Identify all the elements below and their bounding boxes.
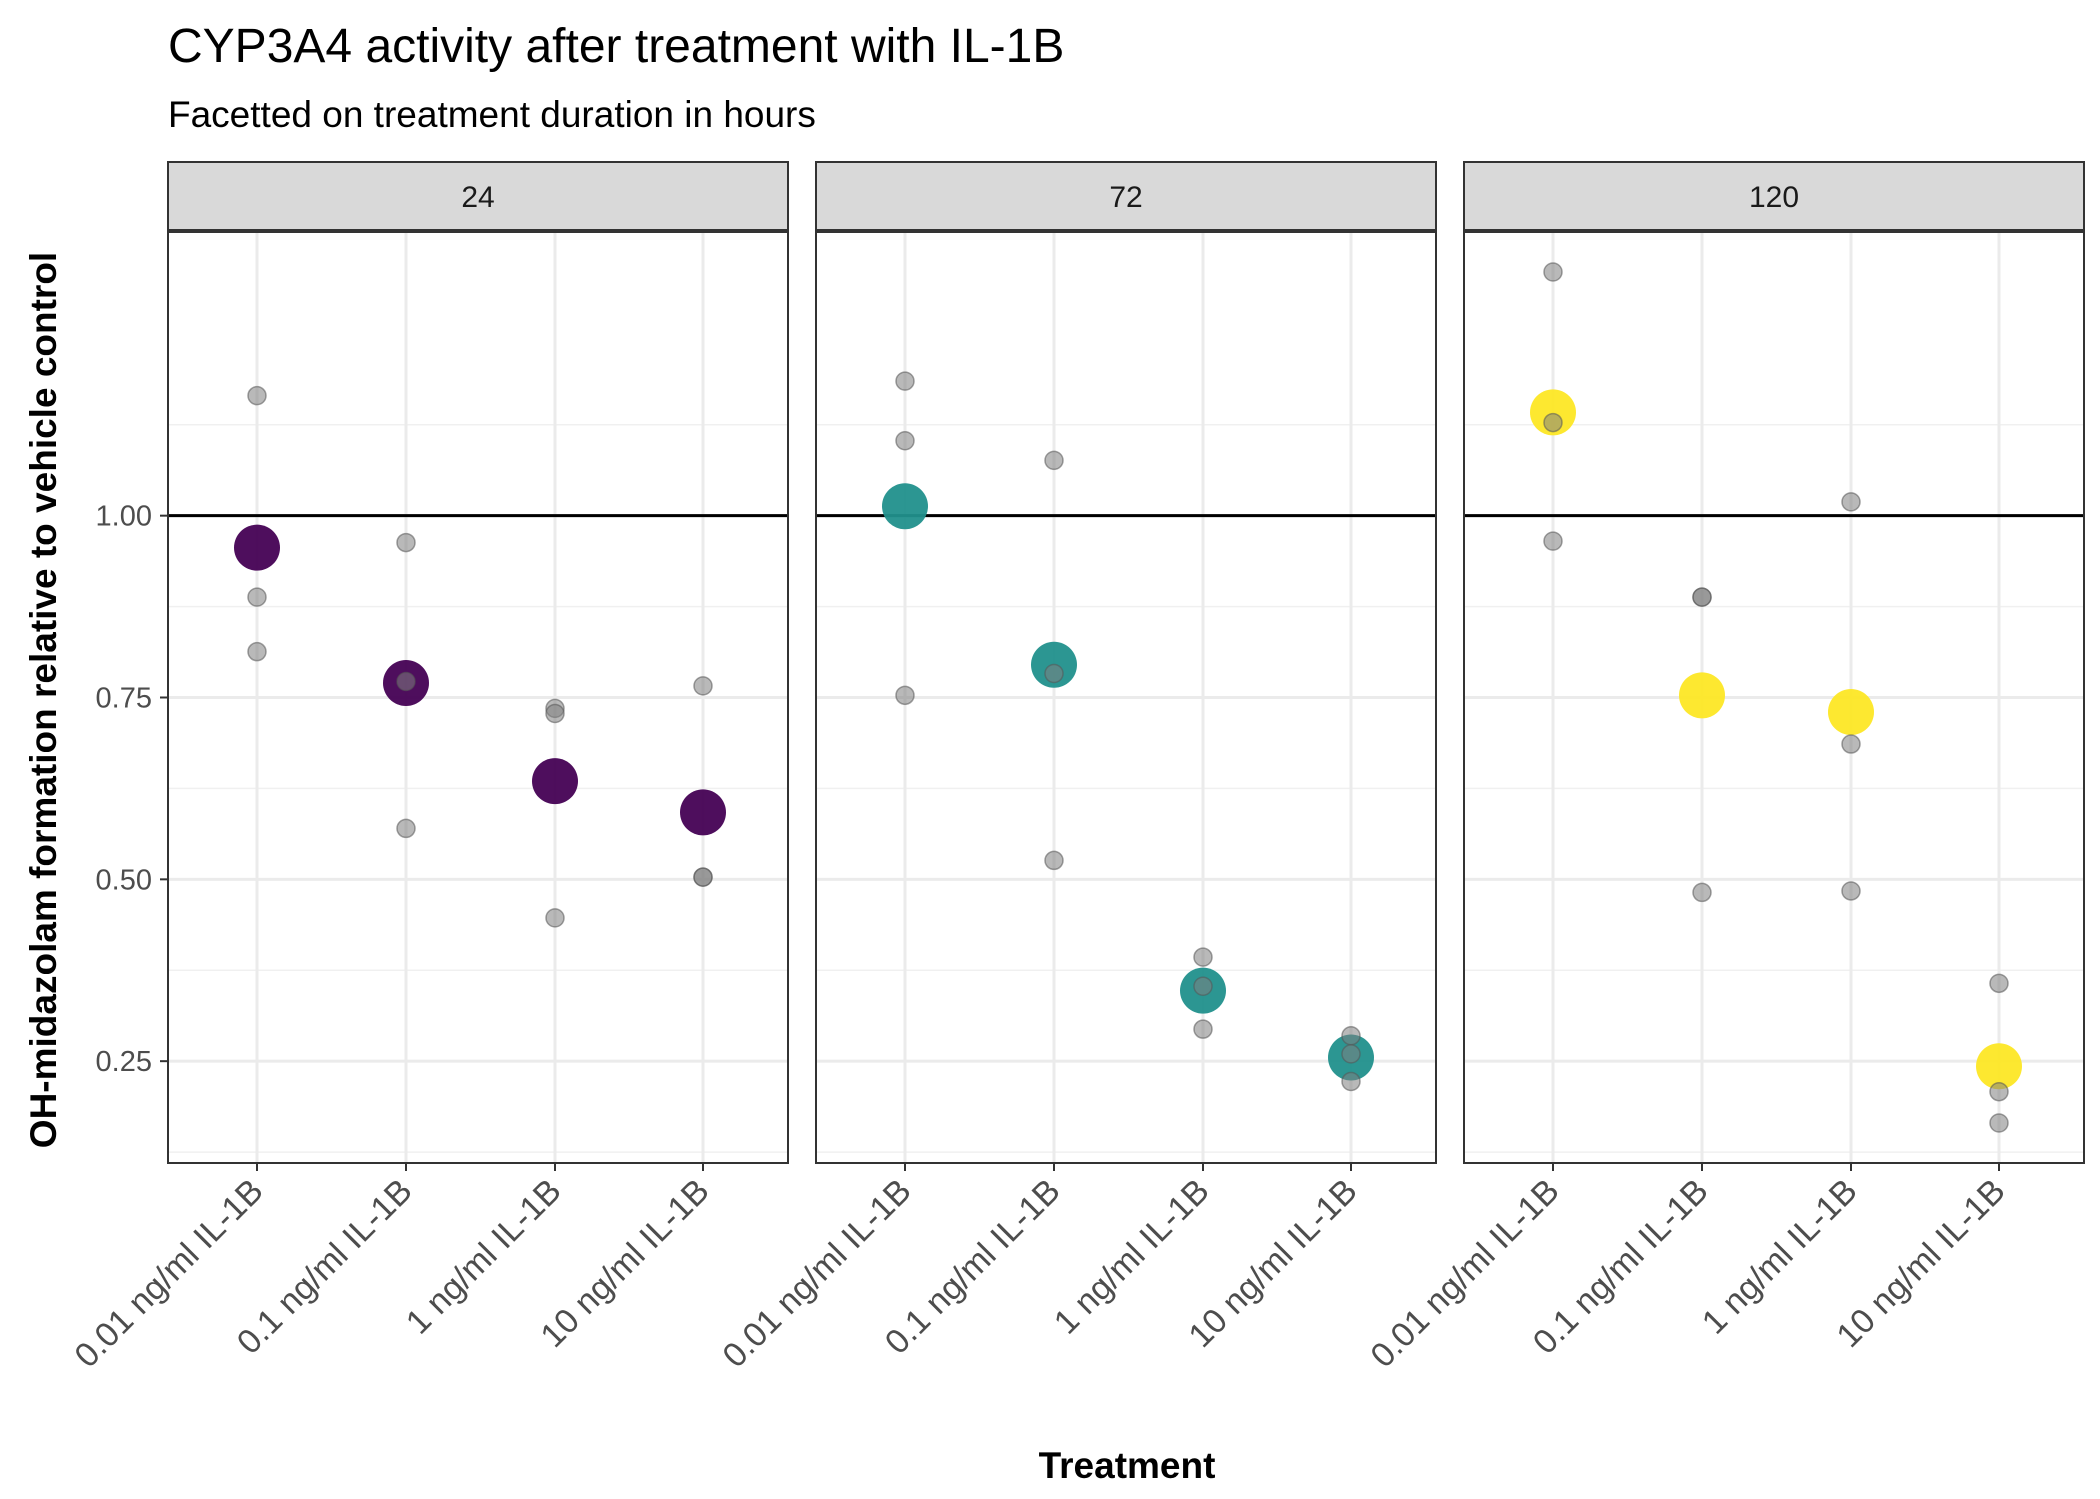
replicate-point — [1841, 492, 1861, 512]
replicate-point — [247, 385, 267, 406]
facet-panels: 240.01 ng/ml IL-1B0.1 ng/ml IL-1B1 ng/ml… — [67, 161, 2085, 1375]
y-tick-label: 0.25 — [96, 1046, 152, 1078]
facet-strip-label: 24 — [461, 181, 494, 214]
replicate-point — [1692, 587, 1712, 607]
y-tick-label: 1.00 — [96, 501, 152, 533]
replicate-point — [1341, 1025, 1361, 1046]
replicate-point — [1989, 1081, 2009, 1102]
replicate-point — [1841, 734, 1861, 754]
x-tick-label: 1 ng/ml IL-1B — [1047, 1172, 1217, 1342]
x-tick-label: 1 ng/ml IL-1B — [399, 1172, 569, 1342]
replicate-point — [1193, 1019, 1213, 1039]
y-tick-label: 0.75 — [96, 683, 152, 715]
y-axis: 0.25 0.50 0.75 1.00 — [96, 501, 168, 1078]
replicate-point — [1193, 976, 1213, 997]
panel-border — [167, 231, 789, 1164]
replicate-point — [1341, 1044, 1361, 1064]
mean-point — [1828, 689, 1874, 736]
replicate-point — [396, 818, 416, 839]
replicate-point — [895, 430, 915, 451]
facet-panel-72: 720.01 ng/ml IL-1B0.1 ng/ml IL-1B1 ng/ml… — [715, 161, 1437, 1375]
replicate-point — [895, 371, 915, 391]
x-axis-title: Treatment — [1039, 1445, 1216, 1486]
mean-point — [882, 483, 928, 530]
chart-subtitle: Facetted on treatment duration in hours — [168, 94, 816, 135]
mean-point — [1679, 672, 1725, 719]
replicate-point — [1543, 412, 1563, 433]
facet-strip-label: 72 — [1109, 181, 1142, 214]
replicate-point — [1543, 262, 1563, 282]
y-axis-title: OH-midazolam formation relative to vehic… — [23, 252, 64, 1148]
replicate-point — [693, 676, 713, 696]
panel-border — [1463, 231, 2085, 1164]
facet-strip-label: 120 — [1749, 181, 1799, 214]
replicate-point — [396, 532, 416, 553]
replicate-point — [1989, 1113, 2009, 1133]
mean-point — [1530, 389, 1576, 436]
mean-point — [532, 758, 578, 805]
y-tick-label: 0.50 — [96, 864, 152, 896]
replicate-point — [247, 587, 267, 607]
replicate-point — [247, 641, 267, 662]
mean-point — [234, 524, 280, 571]
facet-panel-24: 240.01 ng/ml IL-1B0.1 ng/ml IL-1B1 ng/ml… — [67, 161, 789, 1375]
replicate-point — [396, 671, 416, 692]
replicate-point — [1341, 1071, 1361, 1092]
replicate-point — [545, 703, 565, 724]
panel-border — [815, 231, 1437, 1164]
replicate-point — [545, 908, 565, 928]
replicate-point — [1692, 882, 1712, 903]
replicate-point — [1841, 881, 1861, 901]
mean-point — [680, 789, 726, 836]
x-tick-label: 1 ng/ml IL-1B — [1695, 1172, 1865, 1342]
facet-strip — [815, 161, 1437, 231]
replicate-point — [1044, 850, 1064, 871]
replicate-point — [1543, 531, 1563, 551]
replicate-point — [1044, 450, 1064, 471]
mean-point — [1976, 1043, 2022, 1090]
chart-title: CYP3A4 activity after treatment with IL-… — [168, 20, 1064, 73]
replicate-point — [1193, 947, 1213, 967]
replicate-point — [895, 685, 915, 706]
replicate-point — [1989, 973, 2009, 994]
replicate-point — [693, 867, 713, 887]
replicate-point — [1044, 663, 1064, 684]
facet-strip — [1463, 161, 2085, 231]
facet-strip — [167, 161, 789, 231]
